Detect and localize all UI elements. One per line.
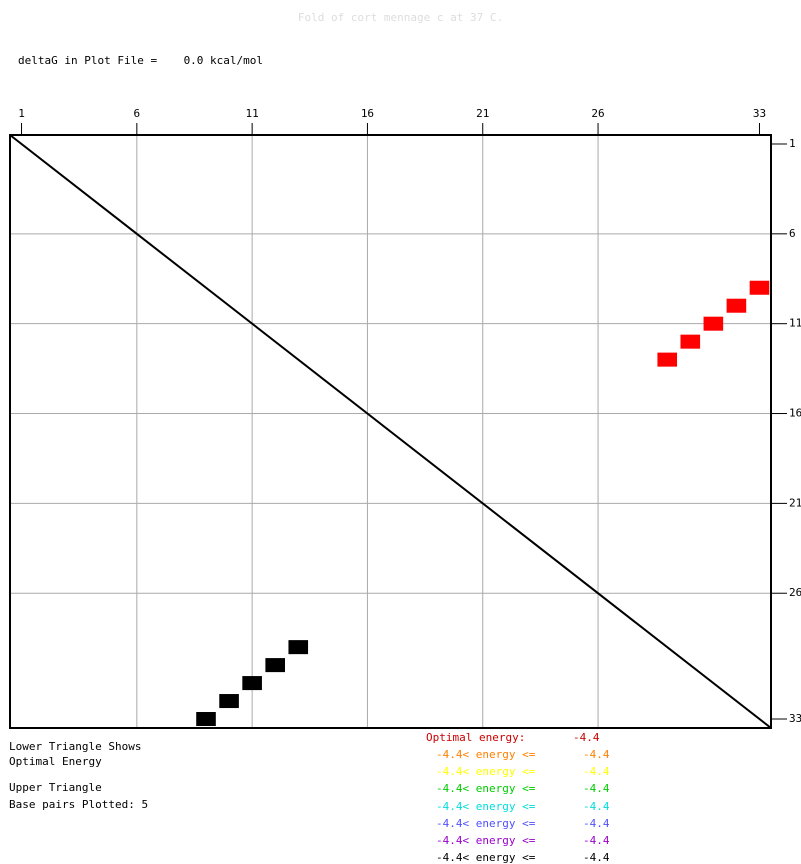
right-tick-label: 21 [789, 496, 801, 509]
lower-base-pair-dot [242, 676, 262, 691]
top-tick-label: 1 [18, 107, 25, 120]
upper-base-pair-dot [726, 298, 747, 313]
lower-triangle-note: Lower Triangle Shows [9, 740, 142, 753]
right-tick-label: 6 [789, 227, 796, 240]
delta-g-label: deltaG in Plot File = 0.0 kcal/mol [18, 54, 264, 67]
lower-base-pair-dot [265, 658, 285, 673]
top-tick-label: 33 [753, 107, 766, 120]
right-tick-label: 11 [789, 317, 801, 330]
lower-base-pair-dot [288, 640, 309, 655]
right-tick-label: 16 [789, 407, 801, 420]
legend-optimal-label: Optimal energy: [426, 731, 526, 744]
lower-base-pair-dot [219, 694, 239, 709]
upper-base-pair-dot [680, 334, 701, 349]
top-tick-label: 11 [246, 107, 259, 120]
plot-title: Fold of cort mennage c at 37 C. [297, 11, 504, 24]
legend-range-value: -4.4 [583, 782, 610, 796]
top-tick-label: 6 [134, 107, 141, 120]
legend-range-value: -4.4 [583, 748, 610, 761]
upper-base-pair-dot [703, 316, 724, 331]
upper-base-pair-dot [749, 280, 770, 295]
upper-base-pair-dot [657, 352, 678, 367]
top-tick-label: 21 [476, 107, 489, 120]
legend-optimal-value: -4.4 [573, 731, 600, 744]
legend-range-label: -4.4< energy <= [436, 782, 536, 796]
right-tick-label: 26 [789, 586, 801, 599]
plot-frame [9, 134, 772, 729]
right-tick-label: 1 [789, 137, 796, 150]
legend-range-label: -4.4< energy <= [436, 748, 536, 761]
legend-range-value: -4.4 [583, 816, 610, 830]
legend-range-value: -4.4 [583, 799, 610, 813]
lower-triangle-note-2: Optimal Energy [9, 755, 102, 768]
legend-range-label: -4.4< energy <= [436, 765, 536, 779]
upper-triangle-note: Upper Triangle [9, 781, 102, 794]
legend-range-value: -4.4 [583, 834, 610, 847]
legend-range-label: -4.4< energy <= [436, 851, 536, 864]
right-tick-label: 33 [789, 712, 801, 725]
legend-range-label: -4.4< energy <= [436, 799, 536, 813]
base-pairs-count: Base pairs Plotted: 5 [9, 798, 149, 811]
legend-range-label: -4.4< energy <= [436, 834, 536, 847]
top-tick-label: 16 [361, 107, 374, 120]
diagonal-line [9, 134, 772, 729]
legend-range-value: -4.4 [583, 851, 610, 864]
legend-range-value: -4.4 [583, 765, 610, 779]
top-tick-label: 26 [591, 107, 604, 120]
legend-range-label: -4.4< energy <= [436, 816, 536, 830]
lower-base-pair-dot [196, 712, 216, 727]
